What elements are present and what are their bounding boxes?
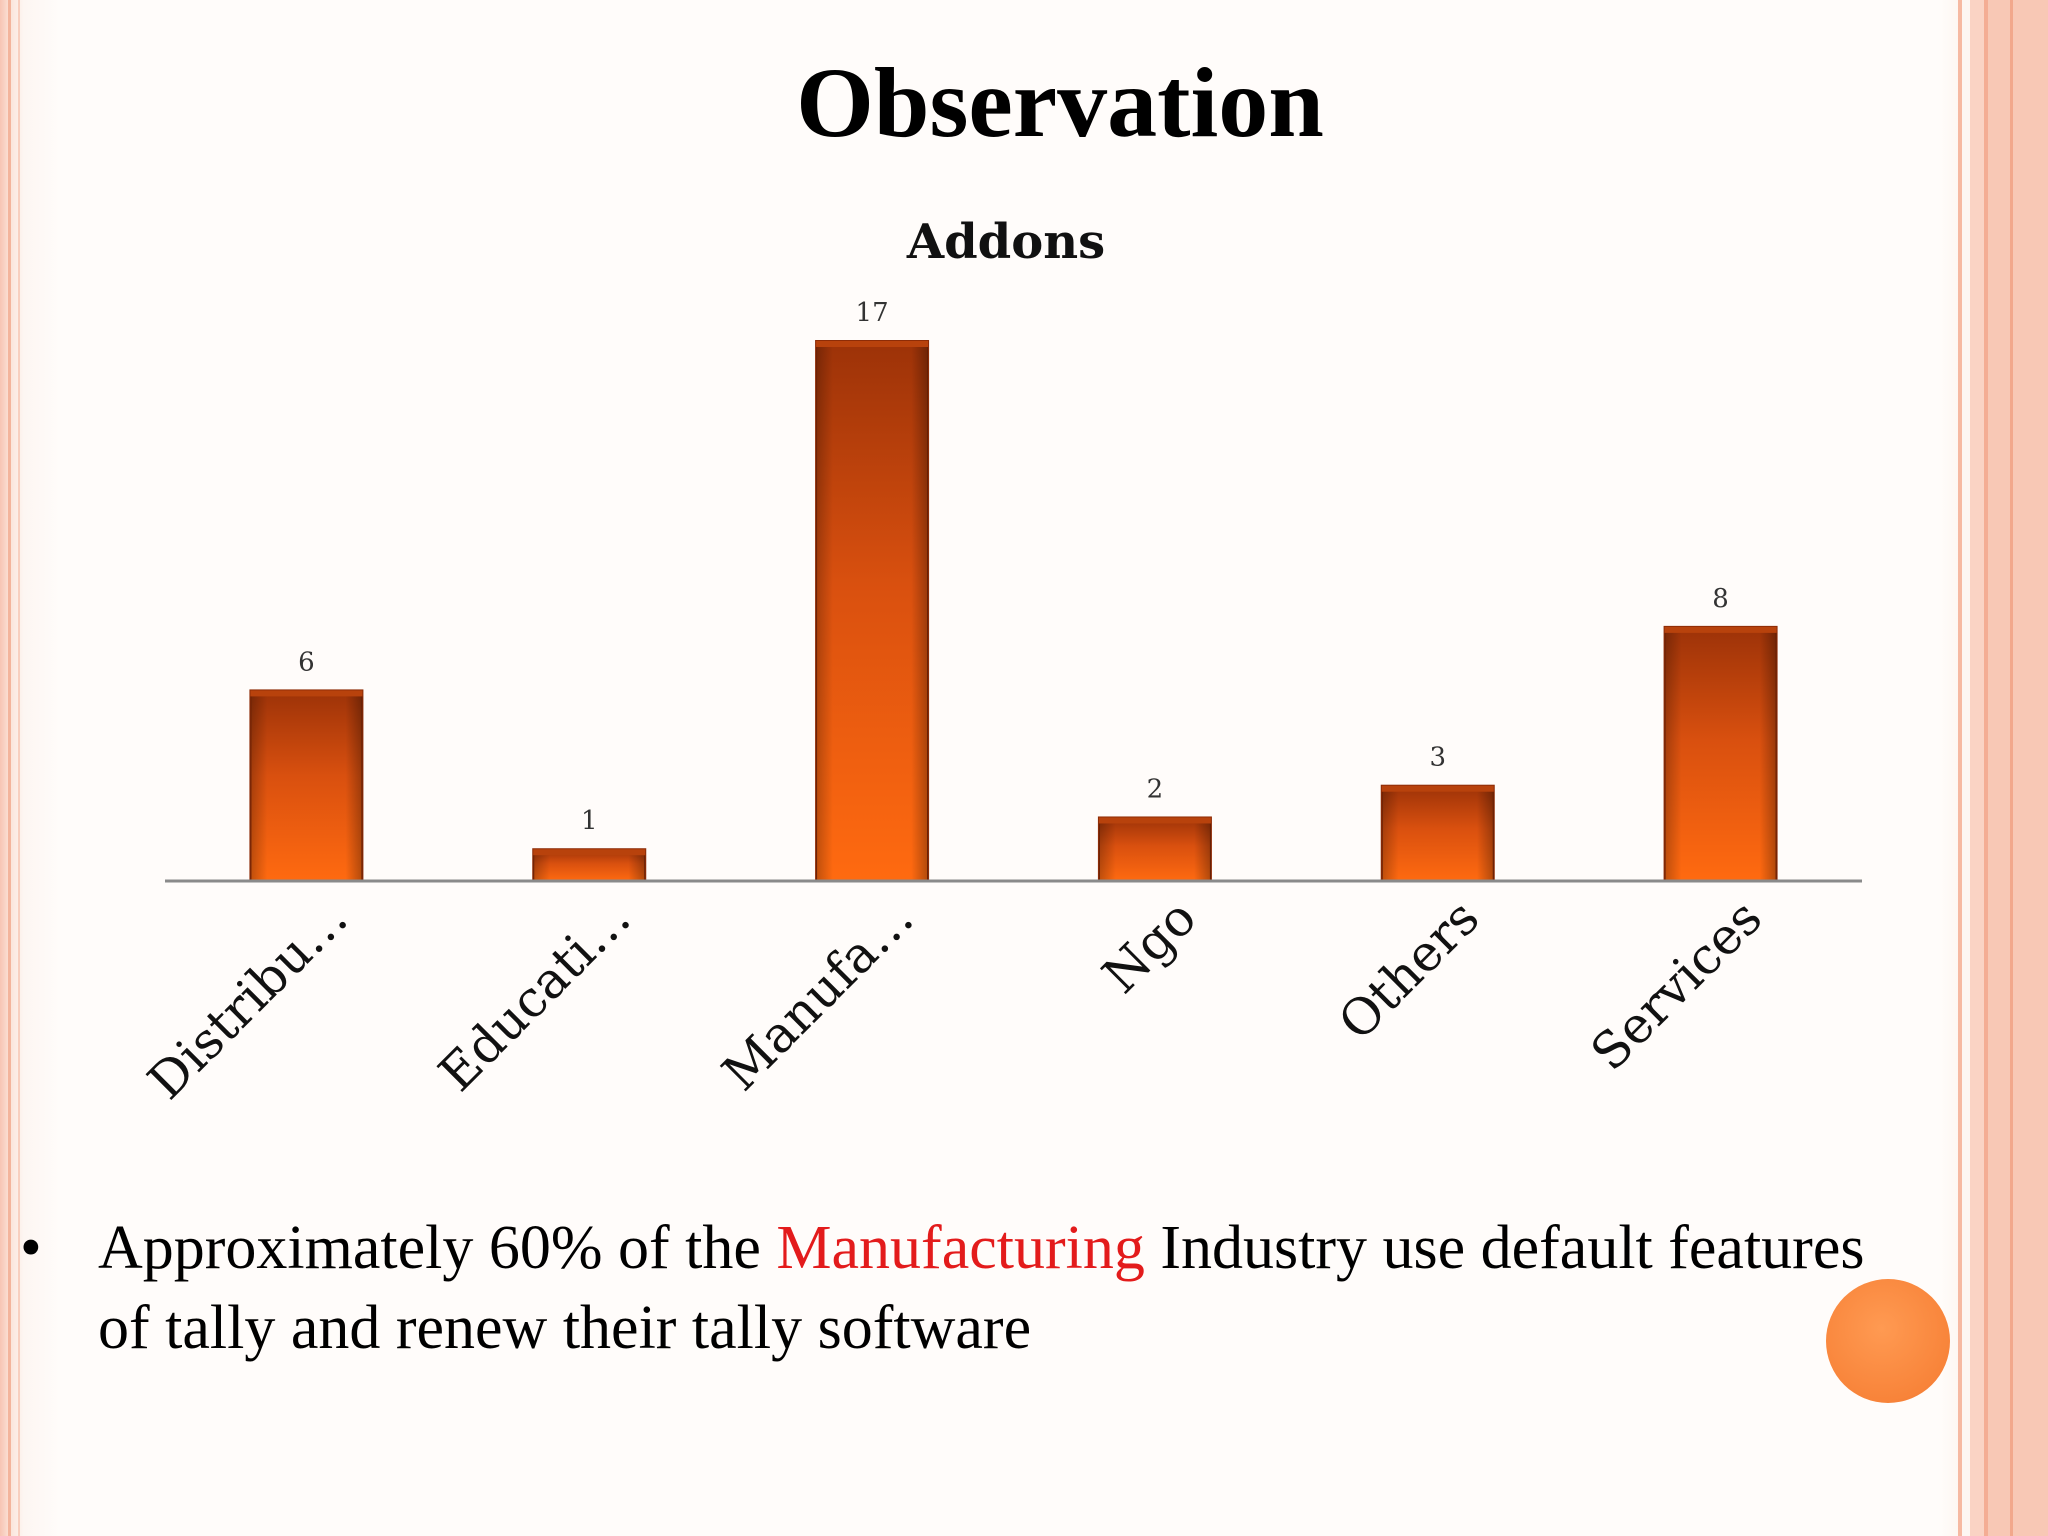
bar-1	[249, 689, 364, 882]
data-label-6: 8	[1712, 584, 1729, 614]
left-border-stripe-inner	[18, 0, 20, 1536]
decorative-orange-circle	[1826, 1279, 1950, 1403]
data-label-2: 1	[581, 806, 598, 836]
right-border-stripe-outer	[2010, 0, 2013, 1536]
data-label-4: 2	[1147, 774, 1164, 804]
data-label-1: 6	[298, 647, 315, 677]
bullet-highlight: Manufacturing	[776, 1214, 1145, 1282]
bar-2	[532, 848, 647, 882]
bars-layer	[249, 340, 1778, 882]
bar-top-bevel	[533, 849, 646, 856]
bar-top-bevel	[1098, 817, 1211, 824]
bar-top-bevel	[816, 341, 929, 347]
right-border-band	[1970, 0, 1984, 1536]
left-border-stripe	[8, 0, 11, 1536]
bar-5	[1380, 784, 1495, 882]
bar-top-bevel	[1381, 785, 1494, 792]
bullet-text-after: Industry use default features of tally a…	[98, 1214, 1865, 1362]
category-label-3: Manufa…	[711, 888, 924, 1101]
bar-top-bevel	[1664, 626, 1777, 633]
bar-top-bevel	[250, 690, 363, 697]
bar-6	[1663, 625, 1778, 882]
bar-chart: Addons 6 Distribu… 1 Educati… 17 Manufa… 2 Ngo 3…	[137, 214, 1862, 1110]
bullet-text: Approximately 60% of the Manufacturing I…	[98, 1208, 1898, 1368]
category-label-5: Others	[1327, 888, 1490, 1051]
bullet-text-before: Approximately 60% of the	[98, 1214, 777, 1282]
bar-shade	[1381, 785, 1494, 881]
data-label-3: 17	[856, 298, 889, 328]
bar-3	[815, 340, 930, 882]
bar-4	[1097, 816, 1212, 882]
category-label-4: Ngo	[1092, 888, 1208, 1004]
category-label-1: Distribu…	[137, 888, 359, 1110]
data-label-5: 3	[1429, 743, 1446, 773]
right-border-stripe	[1958, 0, 1962, 1536]
bar-shade	[816, 341, 929, 881]
slide-title: Observation	[796, 47, 1324, 158]
chart-title: Addons	[906, 214, 1105, 270]
bullet-marker: •	[20, 1214, 42, 1282]
right-border-stripe-dark	[1984, 0, 1988, 1536]
right-border-band-outer	[1988, 0, 2048, 1536]
labels-layer: 6 Distribu… 1 Educati… 17 Manufa… 2 Ngo 3 Others 8…	[137, 298, 1773, 1110]
bar-shade	[1098, 817, 1211, 881]
category-label-2: Educati…	[428, 888, 642, 1102]
category-label-6: Services	[1580, 888, 1773, 1081]
bar-shade	[1664, 626, 1777, 881]
bar-shade	[250, 690, 363, 881]
